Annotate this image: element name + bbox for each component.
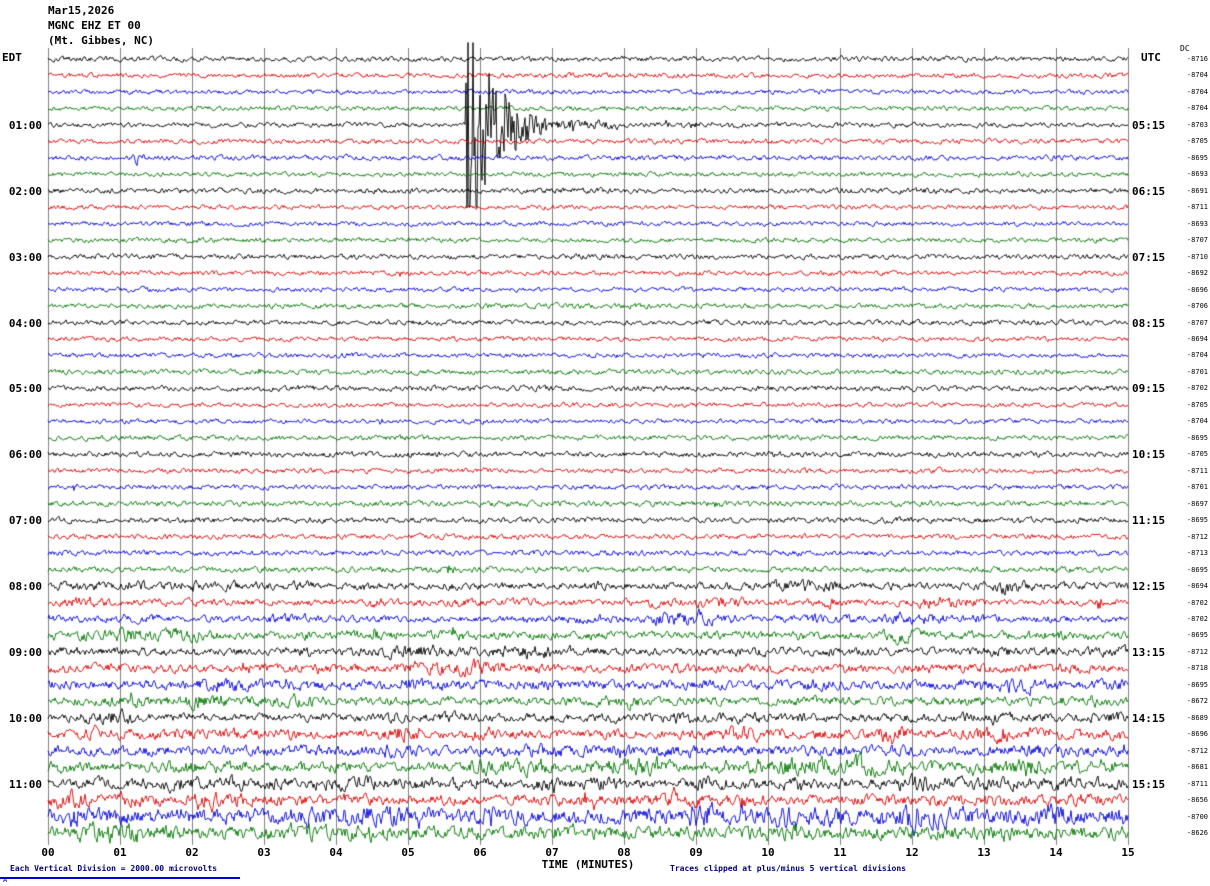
utc-time-label: 14:15 xyxy=(1132,711,1166,725)
edt-time-label: 08:00 xyxy=(8,580,42,594)
x-tick-label: 14 xyxy=(1049,846,1063,859)
dc-offset-value: -8703 xyxy=(1186,120,1208,129)
x-tick-label: 00 xyxy=(41,846,55,859)
edt-time-label: 11:00 xyxy=(8,777,42,791)
edt-time-label: 04:00 xyxy=(8,316,42,330)
dc-offset-value: -8713 xyxy=(1186,549,1208,558)
utc-time-label: 05:15 xyxy=(1132,118,1166,132)
x-tick-label: 07 xyxy=(545,846,559,859)
dc-offset-value: -8705 xyxy=(1186,137,1208,146)
dc-offset-value: -8707 xyxy=(1186,318,1208,327)
x-tick-label: 01 xyxy=(113,846,127,859)
dc-offset-value: -8695 xyxy=(1186,631,1208,640)
clip-note: Traces clipped at plus/minus 5 vertical … xyxy=(670,864,907,873)
edt-time-label: 09:00 xyxy=(8,645,42,659)
dc-offset-value: -8704 xyxy=(1186,71,1208,80)
title-location: (Mt. Gibbes, NC) xyxy=(48,34,154,47)
x-tick-label: 10 xyxy=(761,846,775,859)
edt-time-label: 06:00 xyxy=(8,448,42,462)
utc-time-label: 09:15 xyxy=(1132,382,1166,396)
title-date: Mar15,2026 xyxy=(48,4,115,17)
dc-offset-value: -8712 xyxy=(1186,647,1208,656)
dc-offset-value: -8692 xyxy=(1186,269,1208,278)
title-station: MGNC EHZ ET 00 xyxy=(48,19,141,32)
dc-offset-value: -8691 xyxy=(1186,186,1208,195)
dc-offset-value: -8702 xyxy=(1186,614,1208,623)
corner-mark: A xyxy=(3,876,8,884)
dc-offset-value: -8712 xyxy=(1186,532,1208,541)
edt-axis-label: EDT xyxy=(2,51,22,64)
dc-offset-value: -8701 xyxy=(1186,367,1208,376)
dc-offset-value: -8695 xyxy=(1186,680,1208,689)
dc-offset-value: -8711 xyxy=(1186,203,1208,212)
dc-offset-value: -8696 xyxy=(1186,285,1208,294)
dc-offset-value: -8702 xyxy=(1186,598,1208,607)
dc-offset-value: -8695 xyxy=(1186,565,1208,574)
dc-offset-value: -8626 xyxy=(1186,829,1208,838)
edt-time-label: 05:00 xyxy=(8,382,42,396)
dc-offset-value: -8695 xyxy=(1186,516,1208,525)
dc-offset-value: -8689 xyxy=(1186,713,1208,722)
dc-offset-value: -8704 xyxy=(1186,87,1208,96)
dc-offset-value: -8702 xyxy=(1186,384,1208,393)
utc-axis-label: UTC xyxy=(1141,51,1161,64)
edt-time-label: 03:00 xyxy=(8,250,42,264)
dc-axis-label: DC xyxy=(1180,44,1190,53)
scale-note: Each Vertical Division = 2000.00 microvo… xyxy=(10,864,218,873)
dc-offset-value: -8706 xyxy=(1186,302,1208,311)
x-tick-label: 09 xyxy=(689,846,703,859)
dc-offset-value: -8693 xyxy=(1186,219,1208,228)
edt-time-label: 10:00 xyxy=(8,711,42,725)
x-tick-label: 02 xyxy=(185,846,199,859)
utc-time-label: 07:15 xyxy=(1132,250,1166,264)
dc-offset-value: -8704 xyxy=(1186,417,1208,426)
dc-offset-value: -8700 xyxy=(1186,812,1208,821)
dc-offset-value: -8711 xyxy=(1186,466,1208,475)
dc-offset-value: -8704 xyxy=(1186,351,1208,360)
utc-time-label: 15:15 xyxy=(1132,777,1166,791)
dc-offset-value: -8701 xyxy=(1186,483,1208,492)
edt-time-label: 07:00 xyxy=(8,514,42,528)
dc-offset-value: -8695 xyxy=(1186,433,1208,442)
x-tick-label: 13 xyxy=(977,846,991,859)
dc-offset-value: -8707 xyxy=(1186,236,1208,245)
dc-offset-value: -8704 xyxy=(1186,104,1208,113)
dc-offset-value: -8681 xyxy=(1186,763,1208,772)
x-tick-label: 03 xyxy=(257,846,271,859)
dc-offset-value: -8711 xyxy=(1186,779,1208,788)
utc-time-label: 11:15 xyxy=(1132,514,1166,528)
dc-offset-value: -8716 xyxy=(1186,55,1208,63)
x-tick-label: 15 xyxy=(1121,846,1135,859)
x-axis-title: TIME (MINUTES) xyxy=(541,858,635,871)
footer-underline xyxy=(0,877,240,879)
x-tick-label: 06 xyxy=(473,846,487,859)
dc-offset-value: -8672 xyxy=(1186,697,1208,706)
dc-offset-value: -8705 xyxy=(1186,400,1208,409)
x-tick-label: 05 xyxy=(401,846,415,859)
utc-time-label: 12:15 xyxy=(1132,580,1166,594)
dc-offset-value: -8718 xyxy=(1186,664,1208,673)
x-tick-label: 08 xyxy=(617,846,631,859)
utc-time-label: 08:15 xyxy=(1132,316,1166,330)
dc-offset-value: -8705 xyxy=(1186,450,1208,459)
dc-offset-value: -8695 xyxy=(1186,153,1208,162)
dc-offset-value: -8694 xyxy=(1186,582,1208,591)
utc-time-label: 10:15 xyxy=(1132,448,1166,462)
x-tick-label: 11 xyxy=(833,846,847,859)
dc-offset-value: -8694 xyxy=(1186,334,1208,343)
x-tick-label: 12 xyxy=(905,846,919,859)
utc-time-label: 13:15 xyxy=(1132,645,1166,659)
utc-time-label: 06:15 xyxy=(1132,184,1166,198)
dc-offset-value: -8656 xyxy=(1186,796,1208,805)
dc-offset-value: -8712 xyxy=(1186,746,1208,755)
edt-time-label: 01:00 xyxy=(8,118,42,132)
edt-time-label: 02:00 xyxy=(8,184,42,198)
dc-offset-value: -8696 xyxy=(1186,730,1208,739)
dc-offset-value: -8697 xyxy=(1186,499,1208,508)
dc-offset-value: -8693 xyxy=(1186,170,1208,179)
dc-offset-value: -8710 xyxy=(1186,252,1208,261)
x-tick-label: 04 xyxy=(329,846,343,859)
